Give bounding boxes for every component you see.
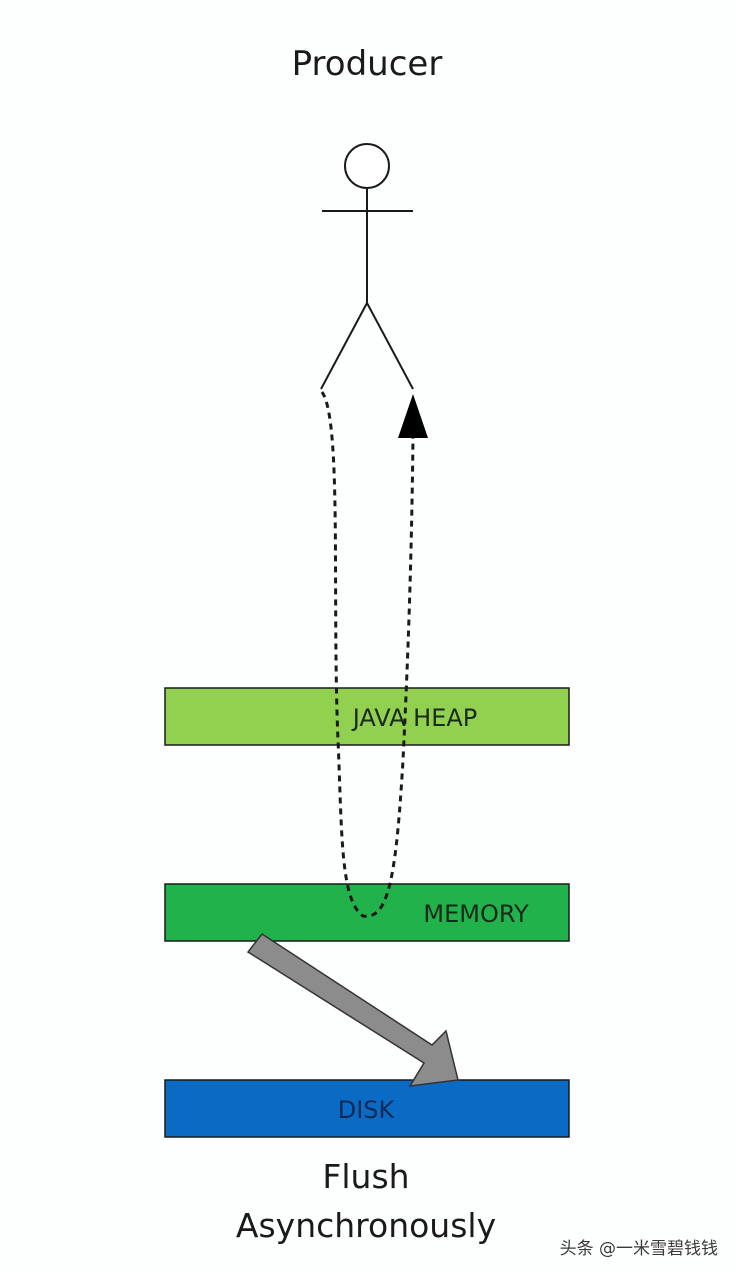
java-heap-bar <box>164 687 570 746</box>
memory-bar <box>164 883 570 942</box>
memory-label: MEMORY <box>423 900 529 928</box>
producer-actor-icon <box>320 143 414 390</box>
producer-title: Producer <box>292 44 443 84</box>
watermark-text: 头条 @一米雪碧钱钱 <box>560 1239 718 1259</box>
write-path-dashed-line <box>320 391 415 918</box>
actor-head <box>344 143 390 189</box>
flush-arrow-icon <box>246 932 459 1087</box>
actor-right-leg <box>366 302 414 390</box>
return-arrowhead-icon <box>398 394 428 438</box>
caption-line-1: Flush <box>322 1157 409 1196</box>
caption-line-2: Asynchronously <box>236 1206 496 1245</box>
actor-left-leg <box>320 302 368 390</box>
java-heap-label: JAVA HEAP <box>351 704 478 732</box>
disk-label: DISK <box>338 1096 396 1124</box>
disk-bar <box>164 1079 570 1138</box>
